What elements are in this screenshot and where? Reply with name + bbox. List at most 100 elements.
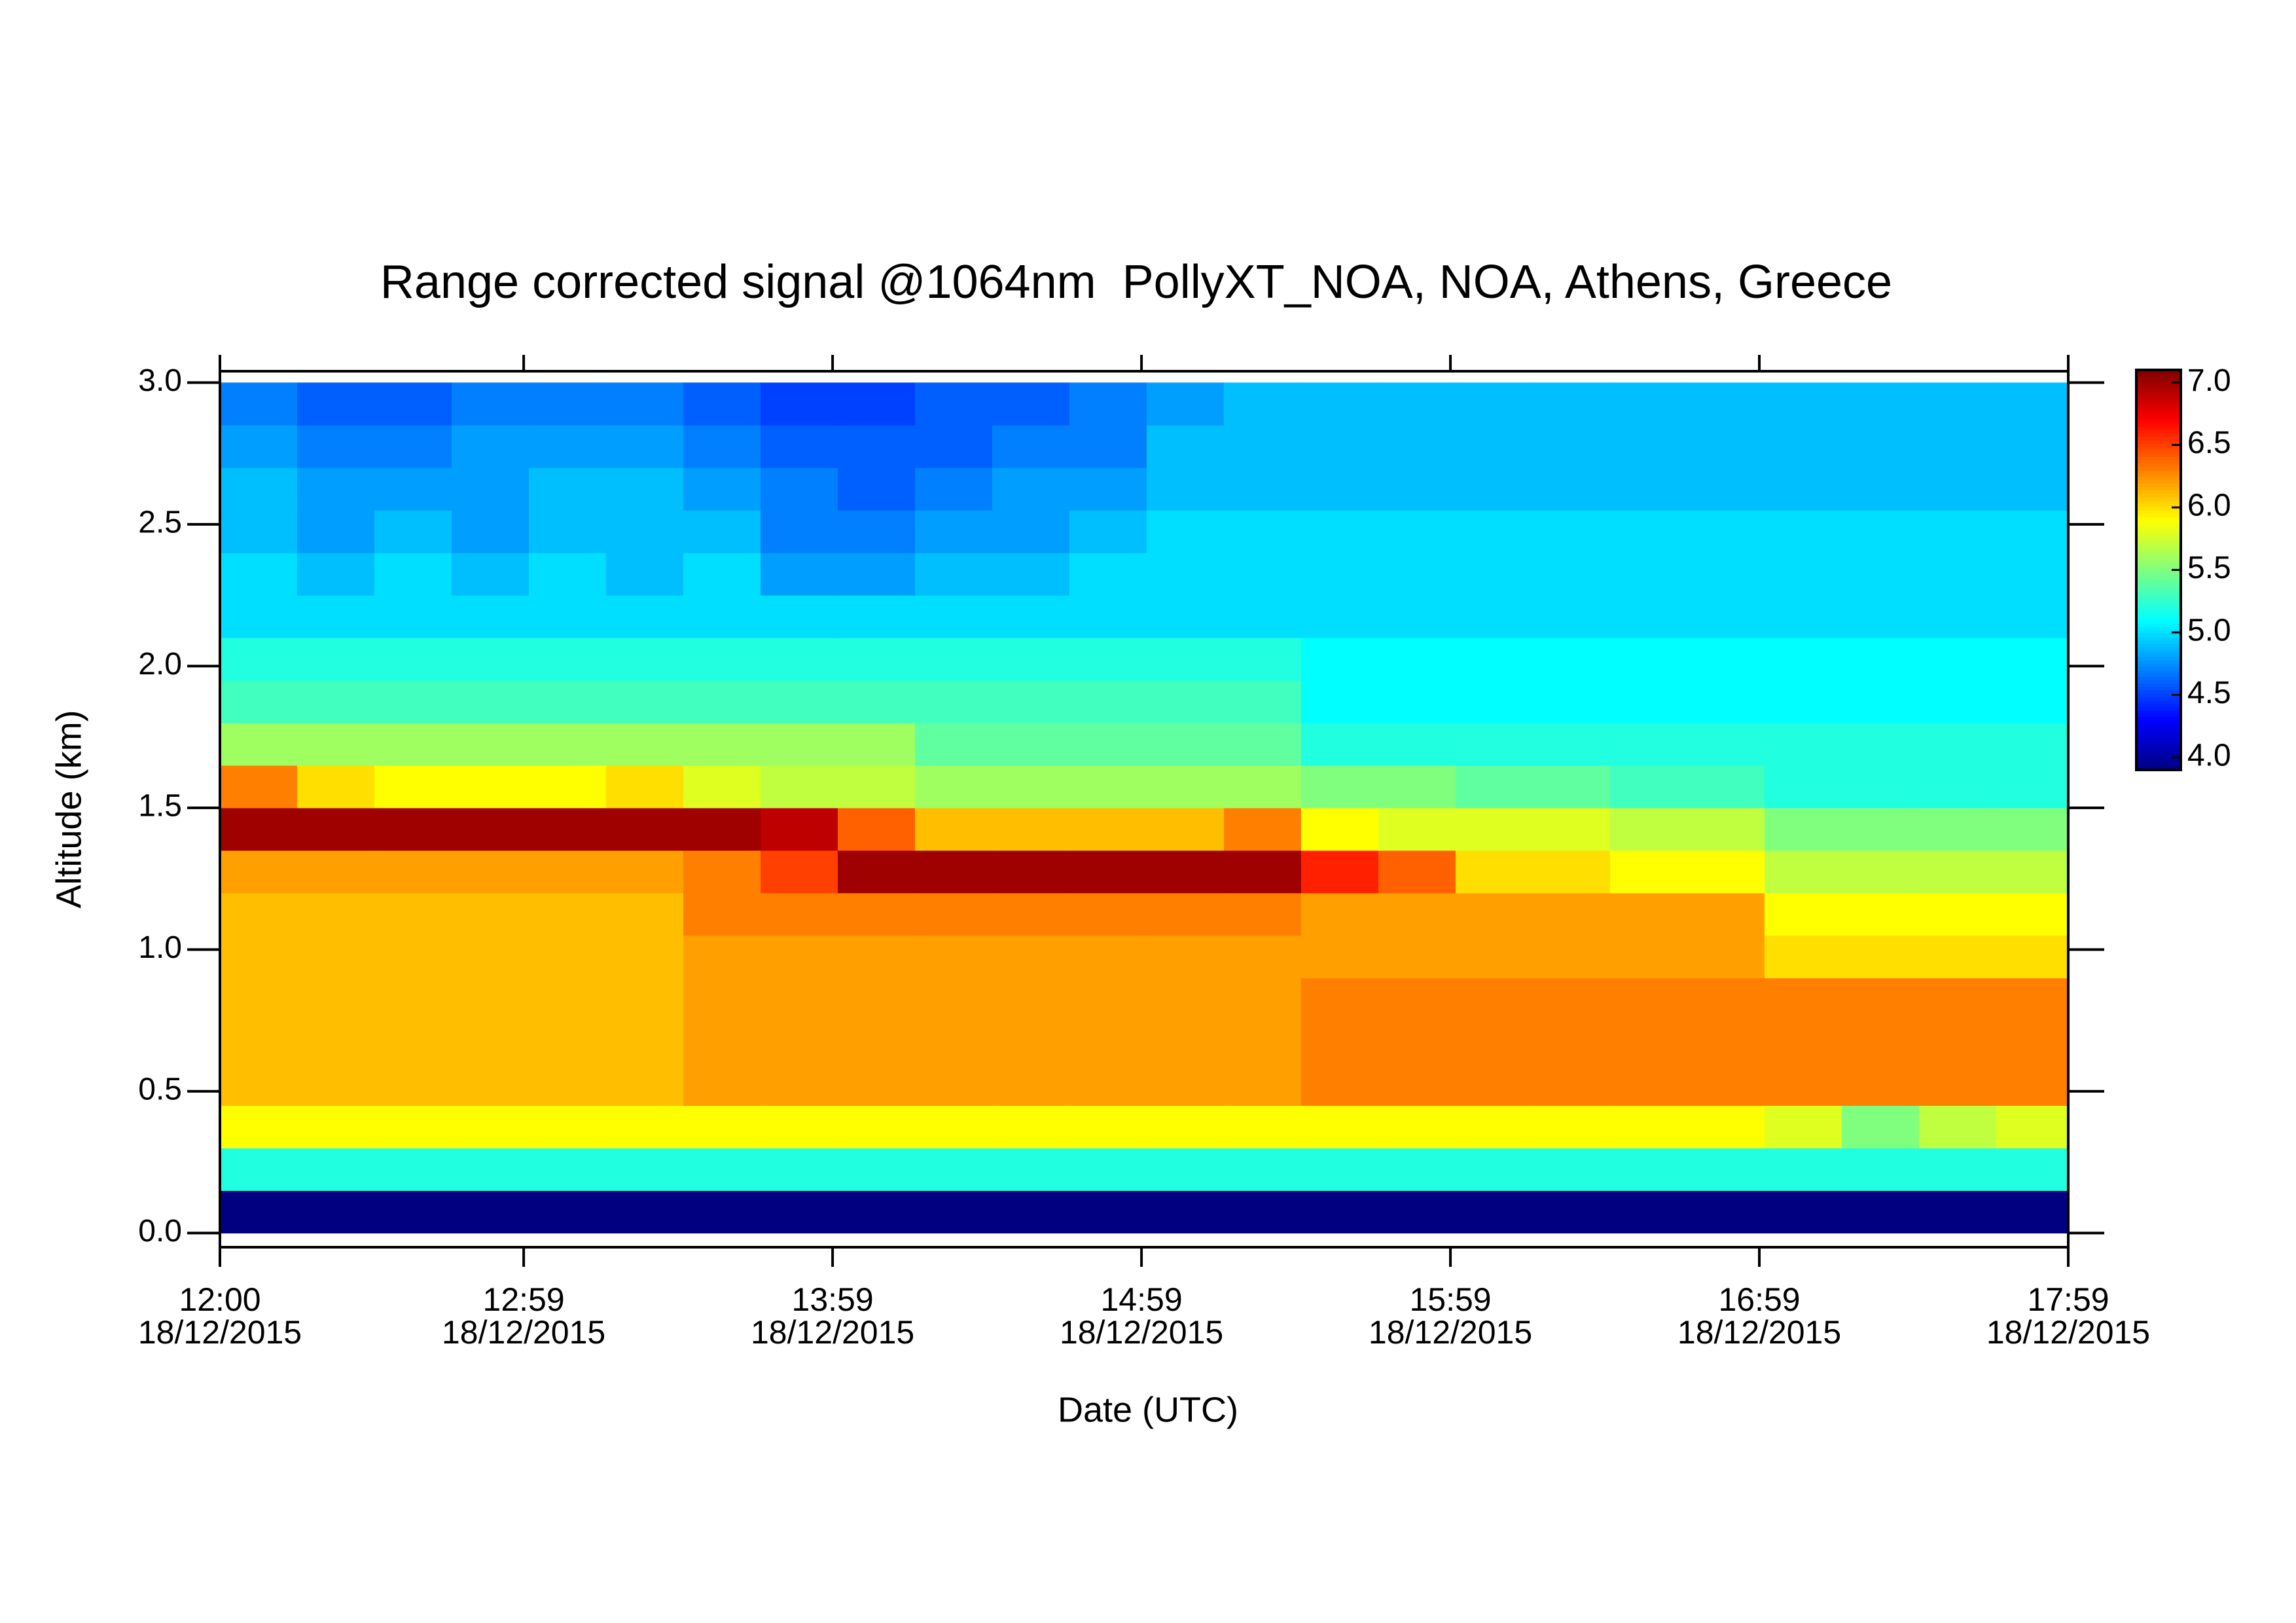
heatmap-cell (1996, 1063, 2069, 1106)
colorbar-swatch (2136, 653, 2181, 657)
colorbar-swatch (2136, 670, 2181, 674)
colorbar-swatch (2136, 593, 2181, 598)
colorbar-swatch (2136, 627, 2181, 630)
heatmap-cell (1918, 382, 1997, 426)
heatmap-cell (1996, 1105, 2069, 1149)
heatmap-cell (760, 595, 838, 638)
heatmap-cell (1609, 850, 1688, 894)
heatmap-cell (1146, 807, 1225, 851)
heatmap-cell (683, 510, 761, 553)
heatmap-cell (1532, 595, 1611, 638)
heatmap-cell (1223, 638, 1302, 681)
heatmap-cell (1996, 722, 2069, 766)
heatmap-cell (296, 638, 375, 681)
colorbar-swatch (2136, 506, 2181, 511)
heatmap-cell (1841, 1105, 1920, 1149)
heatmap-cell (528, 1190, 607, 1233)
heatmap-cell (1378, 425, 1456, 468)
heatmap-cell (605, 553, 684, 596)
colorbar-swatch (2136, 676, 2181, 681)
heatmap-cell (1764, 892, 1842, 936)
colorbar-swatch (2136, 543, 2181, 547)
heatmap-cell (1455, 382, 1534, 426)
heatmap-cell (296, 553, 375, 596)
colorbar-swatch (2136, 410, 2181, 414)
heatmap-cell (1378, 1020, 1456, 1064)
heatmap-cell (1764, 807, 1842, 851)
colorbar-swatch (2136, 763, 2181, 767)
heatmap-cell (1918, 510, 1997, 553)
heatmap-cell (1609, 467, 1688, 511)
heatmap-cell (220, 1063, 298, 1106)
colorbar-swatch (2136, 666, 2181, 671)
heatmap-cell (992, 1148, 1070, 1191)
heatmap-cell (1378, 638, 1456, 681)
heatmap-cell (837, 1105, 916, 1149)
heatmap-cell (1764, 1063, 1842, 1106)
heatmap-cell (1609, 680, 1688, 723)
colorbar-swatch (2136, 450, 2181, 454)
colorbar-swatch (2136, 396, 2181, 401)
heatmap-cell (1918, 1020, 1997, 1064)
heatmap-cell (1146, 510, 1225, 553)
heatmap-cell (1996, 510, 2069, 553)
heatmap-cell (374, 1105, 452, 1149)
heatmap-cell (296, 892, 375, 936)
heatmap-cell (837, 850, 916, 894)
heatmap-cell (683, 892, 761, 936)
heatmap-cell (1532, 553, 1611, 596)
heatmap-cell (1841, 935, 1920, 979)
heatmap-cell (1069, 807, 1147, 851)
colorbar-swatch (2136, 756, 2181, 761)
heatmap-cell (374, 722, 452, 766)
heatmap-cell (1764, 1190, 1842, 1233)
heatmap-cell (1687, 892, 1765, 936)
heatmap-cell (1069, 1063, 1147, 1106)
colorbar-swatch (2136, 623, 2181, 627)
heatmap-cell (1841, 680, 1920, 723)
heatmap-cell (837, 638, 916, 681)
colorbar-swatch (2136, 486, 2181, 491)
heatmap-cell (528, 722, 607, 766)
heatmap-cell (914, 1148, 993, 1191)
colorbar-swatch (2136, 399, 2181, 404)
heatmap-cell (1223, 553, 1302, 596)
colorbar-swatch (2136, 656, 2181, 661)
heatmap-cell (1764, 382, 1842, 426)
heatmap-cell (1378, 382, 1456, 426)
heatmap-cell (1532, 850, 1611, 894)
heatmap-cell (1609, 595, 1688, 638)
heatmap-cell (605, 765, 684, 809)
heatmap-cell (1378, 595, 1456, 638)
heatmap-cell (1146, 595, 1225, 638)
heatmap-cell (760, 1148, 838, 1191)
heatmap-cell (220, 1148, 298, 1191)
colorbar-swatch (2136, 480, 2181, 484)
heatmap-cell (760, 510, 838, 553)
heatmap-cell (683, 382, 761, 426)
heatmap-cell (1918, 892, 1997, 936)
heatmap-cell (1918, 595, 1997, 638)
heatmap-cell (1918, 977, 1997, 1021)
heatmap-cell (451, 850, 529, 894)
colorbar-swatch (2136, 616, 2181, 621)
heatmap-cell (296, 850, 375, 894)
heatmap-cell (1764, 935, 1842, 979)
heatmap-cell (992, 510, 1070, 553)
heatmap-cell (1918, 765, 1997, 809)
heatmap-cell (760, 765, 838, 809)
heatmap-cell (374, 765, 452, 809)
heatmap-cell (1687, 935, 1765, 979)
heatmap-cell (1146, 1063, 1225, 1106)
heatmap-cell (1609, 382, 1688, 426)
heatmap-cell (296, 722, 375, 766)
colorbar-tick-label: 5.0 (2187, 613, 2231, 648)
colorbar-swatch (2136, 496, 2181, 501)
heatmap-cell (1918, 467, 1997, 511)
heatmap-cell (1841, 553, 1920, 596)
x-axis-label: Date (UTC) (1058, 1390, 1238, 1429)
colorbar-swatch (2136, 376, 2181, 381)
heatmap-cell (1300, 425, 1379, 468)
heatmap-cell (837, 510, 916, 553)
y-tick-label: 3.0 (138, 363, 182, 398)
